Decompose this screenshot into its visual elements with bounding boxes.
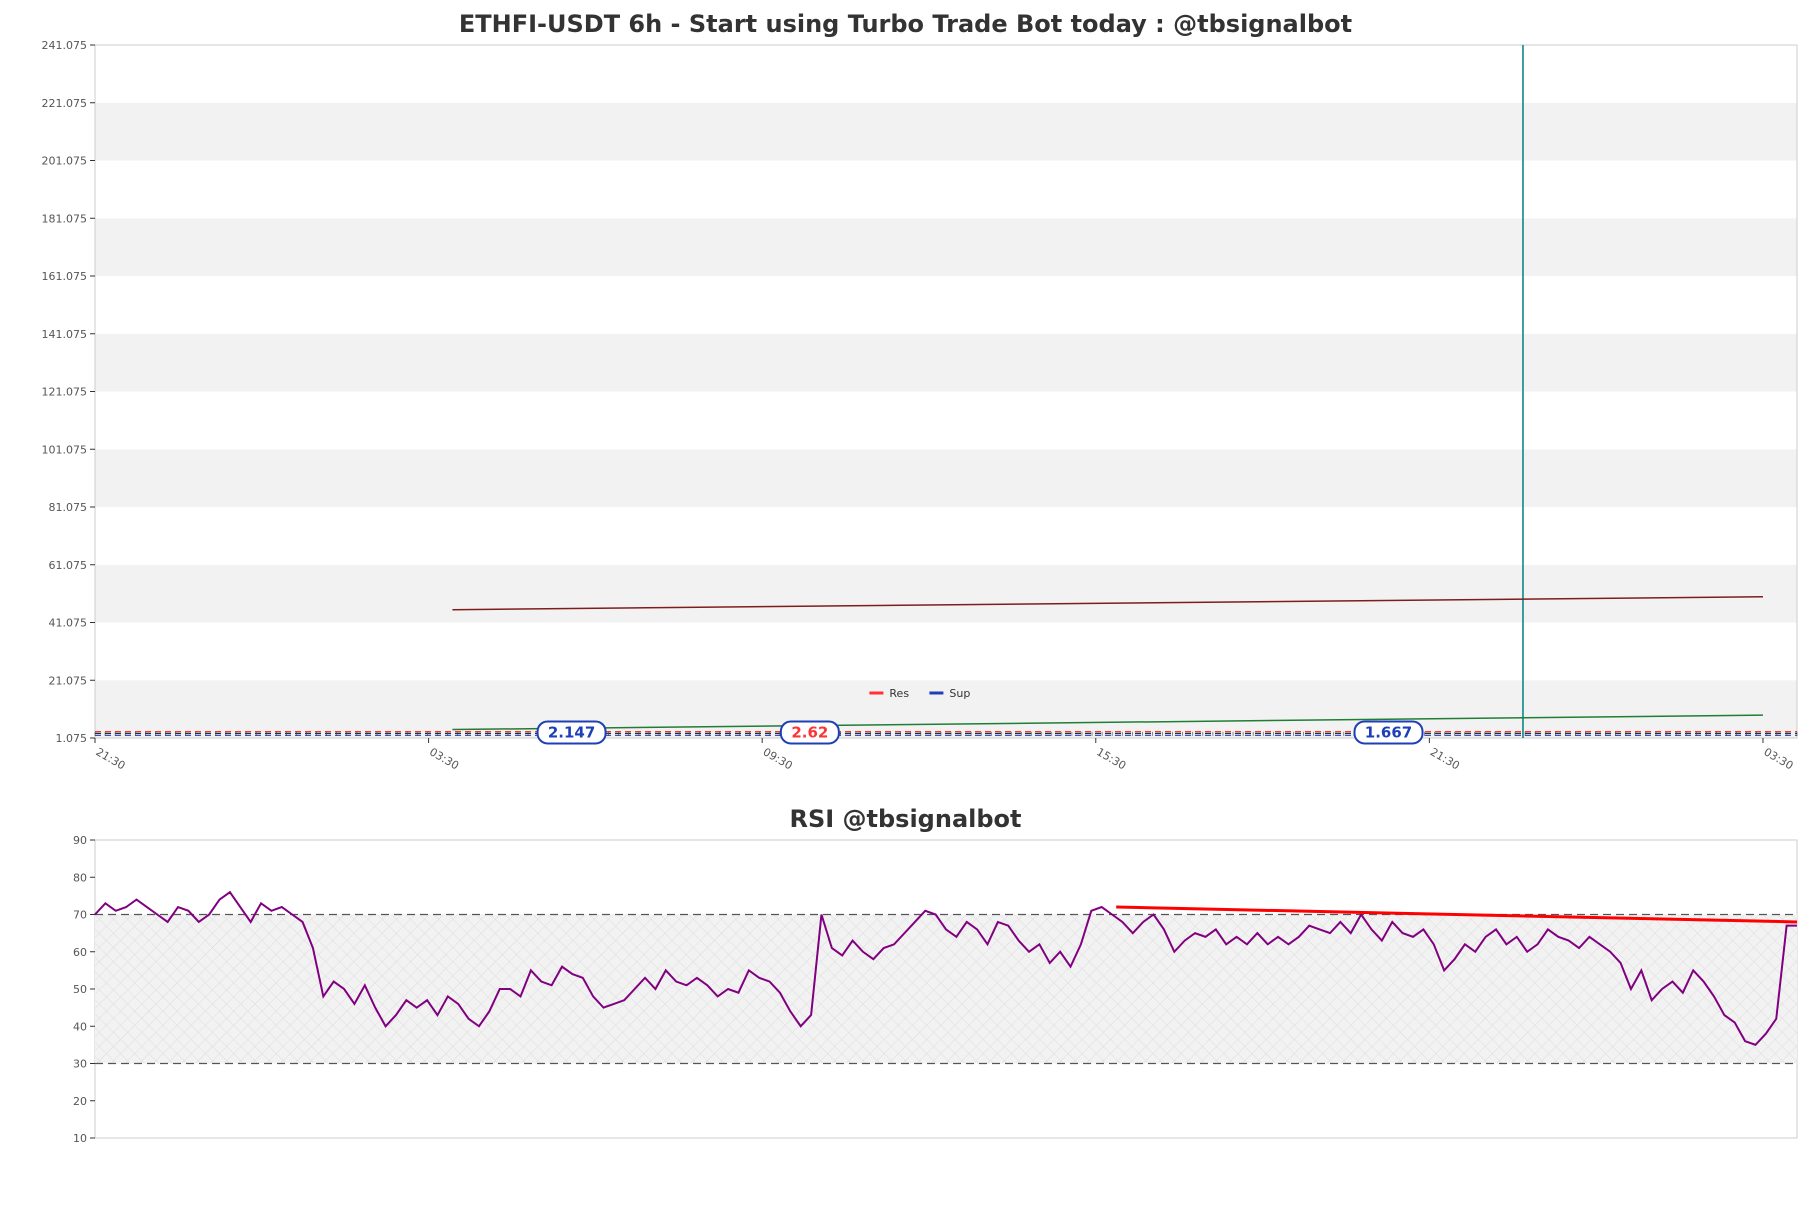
rsi-chart: 10 20 30 40 50 60 70 80 90 — [0, 0, 1811, 1208]
svg-text:10: 10 — [73, 1132, 87, 1145]
svg-text:30: 30 — [73, 1058, 87, 1071]
svg-text:70: 70 — [73, 909, 87, 922]
svg-text:90: 90 — [73, 834, 87, 847]
svg-text:50: 50 — [73, 983, 87, 996]
svg-text:20: 20 — [73, 1095, 87, 1108]
svg-text:60: 60 — [73, 946, 87, 959]
svg-text:40: 40 — [73, 1020, 87, 1033]
svg-text:80: 80 — [73, 871, 87, 884]
